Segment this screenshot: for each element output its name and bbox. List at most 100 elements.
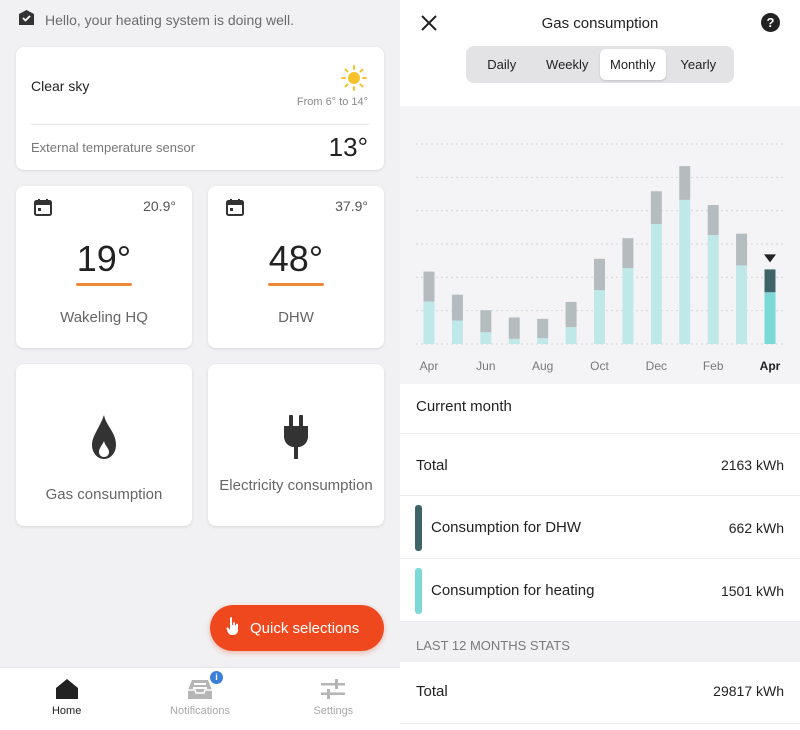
total-value: 2163 kWh <box>720 457 784 473</box>
last12-total-row: Total 29817 kWh <box>400 662 800 724</box>
target-temperature: 48° <box>268 238 324 279</box>
heating-label: Consumption for heating <box>431 582 595 599</box>
period-selector: Daily Weekly Monthly Yearly <box>466 46 734 83</box>
bar-heating <box>451 320 463 344</box>
bar-dhw <box>594 258 605 291</box>
dhw-value: 662 kWh <box>728 520 784 536</box>
home-screen: Hello, your heating system is doing well… <box>0 0 400 730</box>
chart-svg: Apr Jun Aug Oct Dec Feb Apr <box>416 143 784 373</box>
current-temperature: 20.9° <box>143 198 176 214</box>
tab-label: Settings <box>313 705 354 717</box>
bar-dhw <box>764 269 776 293</box>
bar-dhw <box>480 310 492 333</box>
inbox-icon: i <box>187 671 223 701</box>
quick-selections-label: Quick selections <box>250 619 360 637</box>
temperature-underline <box>268 283 324 286</box>
heating-row: Consumption for heating 1501 kWh <box>400 559 800 622</box>
bar-dhw <box>736 233 748 266</box>
hand-pointer-icon <box>226 616 240 640</box>
zone-name: Wakeling HQ <box>60 309 148 326</box>
weather-card[interactable]: Clear sky From 6° to 14° External temper… <box>16 47 384 170</box>
quick-selections-button[interactable]: Quick selections <box>210 605 384 651</box>
tab-notifications[interactable]: i Notifications <box>133 668 266 730</box>
bar-dhw <box>423 271 435 302</box>
period-monthly[interactable]: Monthly <box>600 49 666 80</box>
gas-consumption-card[interactable]: Gas consumption <box>16 364 192 526</box>
current-temperature: 37.9° <box>335 198 368 214</box>
last-12-months-header: LAST 12 MONTHS STATS <box>400 622 800 662</box>
heating-legend-bar <box>415 568 422 614</box>
tab-label: Notifications <box>170 705 230 717</box>
help-icon[interactable]: ? <box>761 13 780 32</box>
page-title: Gas consumption <box>541 15 659 32</box>
current-month-row: Current month <box>400 384 800 434</box>
calendar-icon <box>226 198 244 221</box>
plug-icon <box>208 414 384 460</box>
status-text: Hello, your heating system is doing well… <box>45 12 295 28</box>
bar-heating <box>423 301 435 344</box>
bar-dhw <box>707 205 719 236</box>
period-weekly[interactable]: Weekly <box>546 57 589 72</box>
tab-bar: Home i Notifications Settings <box>0 667 400 730</box>
last12-total-value: 29817 kWh <box>713 683 784 699</box>
flame-icon <box>16 414 192 460</box>
home-icon <box>55 677 79 701</box>
bar-dhw <box>537 318 549 339</box>
bar-heating <box>622 268 634 344</box>
status-row: Hello, your heating system is doing well… <box>18 10 294 30</box>
close-icon[interactable] <box>420 14 438 37</box>
bar-dhw <box>451 294 463 321</box>
x-tick-label: Aug <box>532 359 553 373</box>
target-temperature: 19° <box>76 238 132 279</box>
tab-label: Home <box>51 705 82 717</box>
x-tick-label: Feb <box>703 359 724 373</box>
electricity-consumption-label: Electricity consumption <box>219 477 373 494</box>
bar-heating <box>764 292 776 344</box>
dhw-row: Consumption for DHW 662 kWh <box>400 496 800 559</box>
zone-name: DHW <box>278 309 314 326</box>
sun-icon <box>341 65 367 96</box>
zone-card-dhw[interactable]: 37.9° 48° DHW <box>208 186 384 348</box>
calendar-icon <box>34 198 52 221</box>
last12-total-label: Total <box>416 683 448 700</box>
gas-consumption-screen: Gas consumption ? Daily Weekly Monthly Y… <box>400 0 800 730</box>
selected-marker <box>764 254 776 263</box>
sensor-label: External temperature sensor <box>31 140 196 155</box>
zone-card-wakeling[interactable]: 20.9° 19° Wakeling HQ <box>16 186 192 348</box>
sliders-icon <box>320 677 346 701</box>
tab-home[interactable]: Home <box>0 668 133 730</box>
weather-condition: Clear sky <box>31 78 90 94</box>
current-month-label: Current month <box>416 398 512 415</box>
bar-heating <box>594 290 605 344</box>
bar-heating <box>650 224 662 344</box>
temperature-underline <box>76 283 132 286</box>
weather-range: From 6° to 14° <box>296 96 368 108</box>
total-row: Total 2163 kWh <box>400 434 800 496</box>
check-shield-icon <box>18 9 35 31</box>
bar-dhw <box>565 301 577 328</box>
bar-heating <box>736 265 748 344</box>
dhw-legend-bar <box>415 505 422 551</box>
notification-badge: i <box>209 671 223 684</box>
gas-consumption-label: Gas consumption <box>45 486 163 503</box>
bar-dhw <box>622 238 634 269</box>
bar-dhw <box>679 166 691 200</box>
bar-dhw <box>650 191 662 224</box>
electricity-consumption-card[interactable]: Electricity consumption <box>208 364 384 526</box>
period-yearly[interactable]: Yearly <box>680 57 717 72</box>
bar-heating <box>537 338 549 344</box>
x-tick-label: Oct <box>590 359 609 373</box>
bar-heating <box>707 235 719 344</box>
consumption-chart[interactable]: Apr Jun Aug Oct Dec Feb Apr <box>400 106 800 384</box>
bar-heating <box>565 327 577 344</box>
bar-heating <box>480 332 492 344</box>
bar-heating <box>679 199 691 344</box>
sensor-value: 13° <box>328 132 368 162</box>
x-tick-label: Apr <box>420 359 439 373</box>
tab-settings[interactable]: Settings <box>267 668 400 730</box>
heating-value: 1501 kWh <box>720 583 784 599</box>
bar-heating <box>508 338 520 344</box>
period-daily[interactable]: Daily <box>487 57 517 72</box>
dhw-label: Consumption for DHW <box>431 519 582 536</box>
x-tick-label: Jun <box>476 359 495 373</box>
